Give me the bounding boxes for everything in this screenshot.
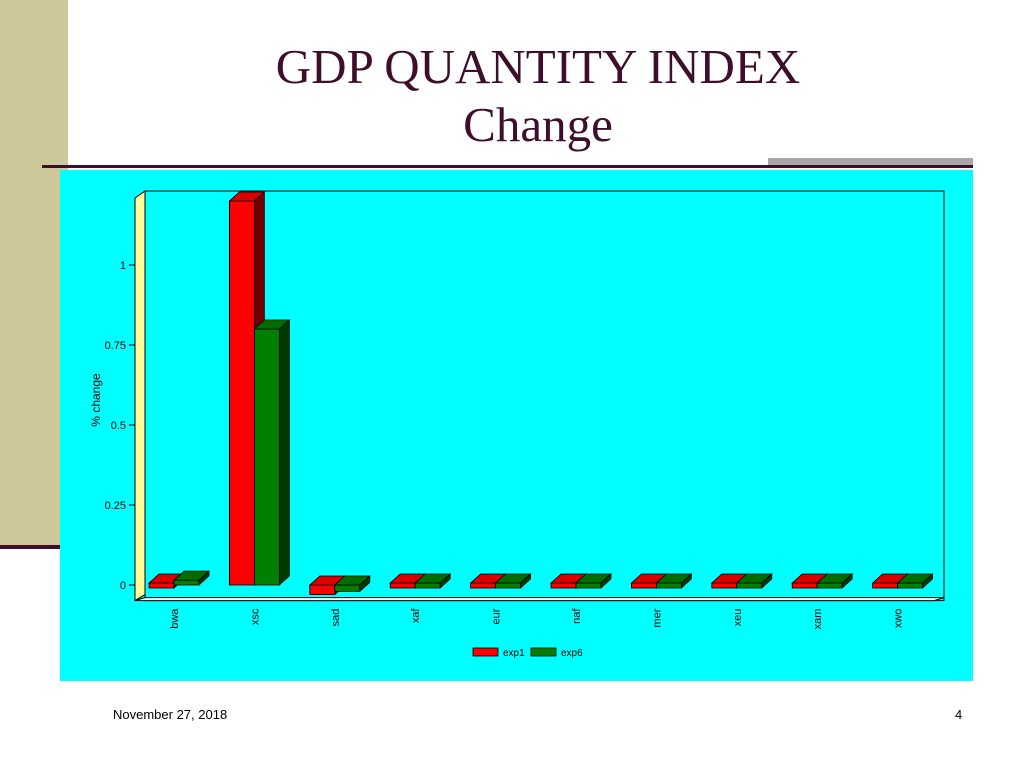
bar-front xyxy=(816,582,843,589)
sidebar-rule xyxy=(0,545,60,549)
y-tick-label: 0.5 xyxy=(111,420,126,432)
page-number: 4 xyxy=(955,707,963,722)
y-axis: 0 0.25 0.5 0.75 1 xyxy=(105,260,135,592)
bar-side xyxy=(359,575,371,593)
bar-side xyxy=(520,573,532,589)
bar-front xyxy=(470,582,497,589)
bar-exp6-xam xyxy=(816,573,854,589)
bar-front xyxy=(656,582,682,589)
x-tick-label: xsc xyxy=(249,608,261,625)
chart-floor xyxy=(134,597,945,602)
slide-title: GDP QUANTITY INDEX Change xyxy=(60,38,1016,154)
legend-label-exp6: exp6 xyxy=(561,648,583,659)
bar-side xyxy=(278,319,290,586)
bar-series xyxy=(147,191,934,596)
bar-front xyxy=(228,200,255,586)
bar-front xyxy=(550,582,577,589)
x-tick-label: bwa xyxy=(169,608,181,629)
y-tick-label: 0.75 xyxy=(105,340,126,352)
x-tick-label: mer xyxy=(651,608,663,627)
x-tick-label: xam xyxy=(812,609,824,630)
left-wall xyxy=(134,190,146,602)
bar-side xyxy=(198,570,210,586)
bar-side xyxy=(761,573,773,589)
chart-panel: 0 0.25 0.5 0.75 1 % change bwa xsc sad xaf eur naf m… xyxy=(60,170,973,681)
legend-swatch-exp6 xyxy=(530,647,557,657)
bar-front xyxy=(631,582,657,589)
bar-chart: 0 0.25 0.5 0.75 1 % change bwa xsc sad xaf eur naf m… xyxy=(89,190,945,659)
x-tick-label: xeu xyxy=(732,609,744,627)
bar-exp6-xeu xyxy=(735,573,773,589)
bar-front xyxy=(389,582,416,589)
slide-title-line2: Change xyxy=(463,97,613,152)
bar-front xyxy=(253,328,280,586)
title-accent-bar xyxy=(768,158,973,165)
y-tick-label: 0.25 xyxy=(105,500,126,512)
bar-side xyxy=(922,573,933,589)
bar-front xyxy=(309,584,336,596)
bar-front xyxy=(575,582,602,589)
bar-exp6-bwa xyxy=(172,570,211,586)
bar-front xyxy=(872,582,898,589)
bar-front xyxy=(736,582,763,589)
sidebar-decoration xyxy=(0,0,68,545)
bar-front xyxy=(414,582,441,589)
bar-side xyxy=(439,573,451,589)
bar-side xyxy=(681,573,692,589)
legend: exp1 exp6 xyxy=(472,647,583,659)
bar-exp6-mer xyxy=(655,573,693,589)
y-axis-label: % change xyxy=(89,373,103,427)
bar-front xyxy=(791,582,818,589)
x-tick-label: naf xyxy=(571,608,583,624)
y-tick-label: 1 xyxy=(120,260,126,272)
x-tick-label: xaf xyxy=(410,608,422,624)
x-tick-label: xwo xyxy=(893,609,905,629)
y-tick-label: 0 xyxy=(120,580,126,592)
bar-exp6-xsc xyxy=(253,319,291,586)
title-rule xyxy=(42,165,973,168)
bar-front xyxy=(495,582,522,589)
bar-exp6-sad xyxy=(333,575,371,593)
bar-side xyxy=(600,573,612,589)
bar-side xyxy=(841,573,853,589)
x-tick-label: eur xyxy=(491,608,503,624)
bar-exp6-xwo xyxy=(896,573,934,589)
x-tick-label: sad xyxy=(330,609,342,627)
bar-exp6-eur xyxy=(494,573,532,589)
bar-front xyxy=(711,582,738,589)
legend-label-exp1: exp1 xyxy=(503,648,525,659)
bar-front xyxy=(334,584,361,592)
bar-front xyxy=(148,582,175,589)
bar-exp6-xaf xyxy=(414,573,452,589)
bar-front xyxy=(173,579,200,586)
bar-front xyxy=(897,582,923,589)
bar-exp6-naf xyxy=(574,573,613,589)
legend-swatch-exp1 xyxy=(472,647,499,657)
footer-date: November 27, 2018 xyxy=(113,707,228,722)
slide-title-line1: GDP QUANTITY INDEX xyxy=(275,39,801,94)
